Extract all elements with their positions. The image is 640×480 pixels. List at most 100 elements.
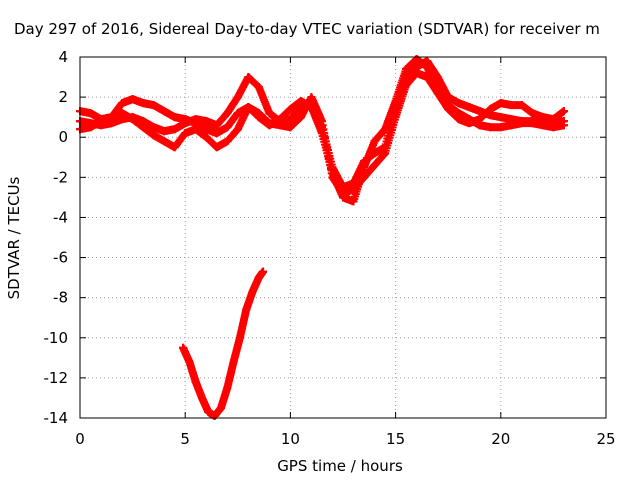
data-point bbox=[296, 97, 305, 106]
data-point bbox=[139, 99, 148, 108]
data-point bbox=[139, 123, 148, 132]
data-point bbox=[212, 129, 221, 138]
x-tick-label: 10 bbox=[281, 430, 300, 448]
data-point bbox=[233, 109, 242, 118]
data-point bbox=[160, 137, 169, 146]
data-point bbox=[475, 107, 484, 116]
data-point bbox=[444, 105, 453, 114]
data-point bbox=[507, 101, 516, 110]
y-tick-label: 4 bbox=[58, 48, 68, 66]
data-point bbox=[286, 123, 295, 132]
data-point bbox=[559, 121, 568, 130]
data-point bbox=[149, 131, 158, 140]
data-point bbox=[198, 393, 207, 402]
data-point bbox=[349, 197, 358, 206]
x-tick-label: 15 bbox=[386, 430, 405, 448]
data-point bbox=[244, 103, 253, 112]
y-tick-label: -14 bbox=[44, 409, 69, 427]
data-point bbox=[170, 143, 179, 152]
data-point bbox=[204, 407, 213, 416]
data-point bbox=[517, 101, 526, 110]
data-point bbox=[423, 73, 432, 82]
data-point bbox=[496, 99, 505, 108]
data-point bbox=[223, 137, 232, 146]
data-point bbox=[412, 55, 421, 64]
data-point bbox=[128, 115, 137, 124]
data-point bbox=[212, 143, 221, 152]
data-point bbox=[549, 115, 558, 124]
data-point bbox=[528, 109, 537, 118]
data-point bbox=[223, 123, 232, 132]
series-trace bbox=[179, 267, 268, 420]
data-point bbox=[185, 357, 194, 366]
chart-title: Day 297 of 2016, Sidereal Day-to-day VTE… bbox=[14, 20, 600, 38]
data-point bbox=[538, 113, 547, 122]
data-point bbox=[86, 109, 95, 118]
data-point bbox=[349, 185, 358, 194]
data-point bbox=[433, 89, 442, 98]
data-point bbox=[381, 125, 390, 134]
data-points bbox=[76, 55, 568, 420]
data-point bbox=[202, 125, 211, 134]
data-point bbox=[486, 123, 495, 132]
series-trace bbox=[76, 69, 568, 198]
data-point bbox=[486, 105, 495, 114]
data-point bbox=[412, 69, 421, 78]
data-point bbox=[360, 173, 369, 182]
series-markers bbox=[179, 267, 268, 420]
data-point bbox=[254, 109, 263, 118]
data-point bbox=[402, 81, 411, 90]
data-point bbox=[475, 115, 484, 124]
data-point bbox=[328, 173, 337, 182]
data-point bbox=[223, 383, 232, 392]
data-point bbox=[149, 101, 158, 110]
data-point bbox=[528, 119, 537, 128]
data-point bbox=[275, 121, 284, 130]
data-point bbox=[86, 123, 95, 132]
data-point bbox=[191, 377, 200, 386]
data-point bbox=[118, 109, 127, 118]
data-point bbox=[254, 83, 263, 92]
data-point bbox=[538, 121, 547, 130]
data-point bbox=[216, 403, 225, 412]
data-point bbox=[191, 125, 200, 134]
data-point bbox=[317, 117, 326, 126]
plot-frame bbox=[79, 56, 607, 419]
data-point bbox=[370, 137, 379, 146]
data-point bbox=[496, 113, 505, 122]
y-axis: 4 2 0 -2 -4 -6 -8 -10 -12 -14 bbox=[44, 48, 606, 427]
data-point bbox=[496, 123, 505, 132]
x-axis-label: GPS time / hours bbox=[277, 457, 403, 475]
data-point bbox=[254, 273, 263, 282]
y-tick-label: -8 bbox=[53, 289, 68, 307]
data-point bbox=[97, 117, 106, 126]
data-point bbox=[202, 133, 211, 142]
y-tick-label: 2 bbox=[58, 88, 68, 106]
data-point bbox=[107, 113, 116, 122]
data-point bbox=[248, 287, 257, 296]
data-point bbox=[181, 115, 190, 124]
data-point bbox=[265, 119, 274, 128]
y-tick-label: 0 bbox=[58, 128, 68, 146]
data-point bbox=[259, 267, 268, 276]
data-point bbox=[202, 117, 211, 126]
data-point bbox=[296, 113, 305, 122]
data-point bbox=[118, 99, 127, 108]
data-point bbox=[549, 123, 558, 132]
data-point bbox=[179, 343, 188, 352]
data-point bbox=[559, 107, 568, 116]
x-tick-label: 5 bbox=[180, 430, 190, 448]
data-point bbox=[391, 113, 400, 122]
data-point bbox=[307, 93, 316, 102]
data-point bbox=[381, 149, 390, 158]
x-axis: 0 5 10 15 20 25 bbox=[75, 57, 616, 448]
data-point bbox=[423, 63, 432, 72]
data-point bbox=[454, 115, 463, 124]
y-tick-label: -12 bbox=[44, 369, 69, 387]
data-point bbox=[229, 357, 238, 366]
data-point bbox=[286, 105, 295, 114]
data-point bbox=[128, 95, 137, 104]
data-point bbox=[517, 119, 526, 128]
data-point bbox=[507, 121, 516, 130]
